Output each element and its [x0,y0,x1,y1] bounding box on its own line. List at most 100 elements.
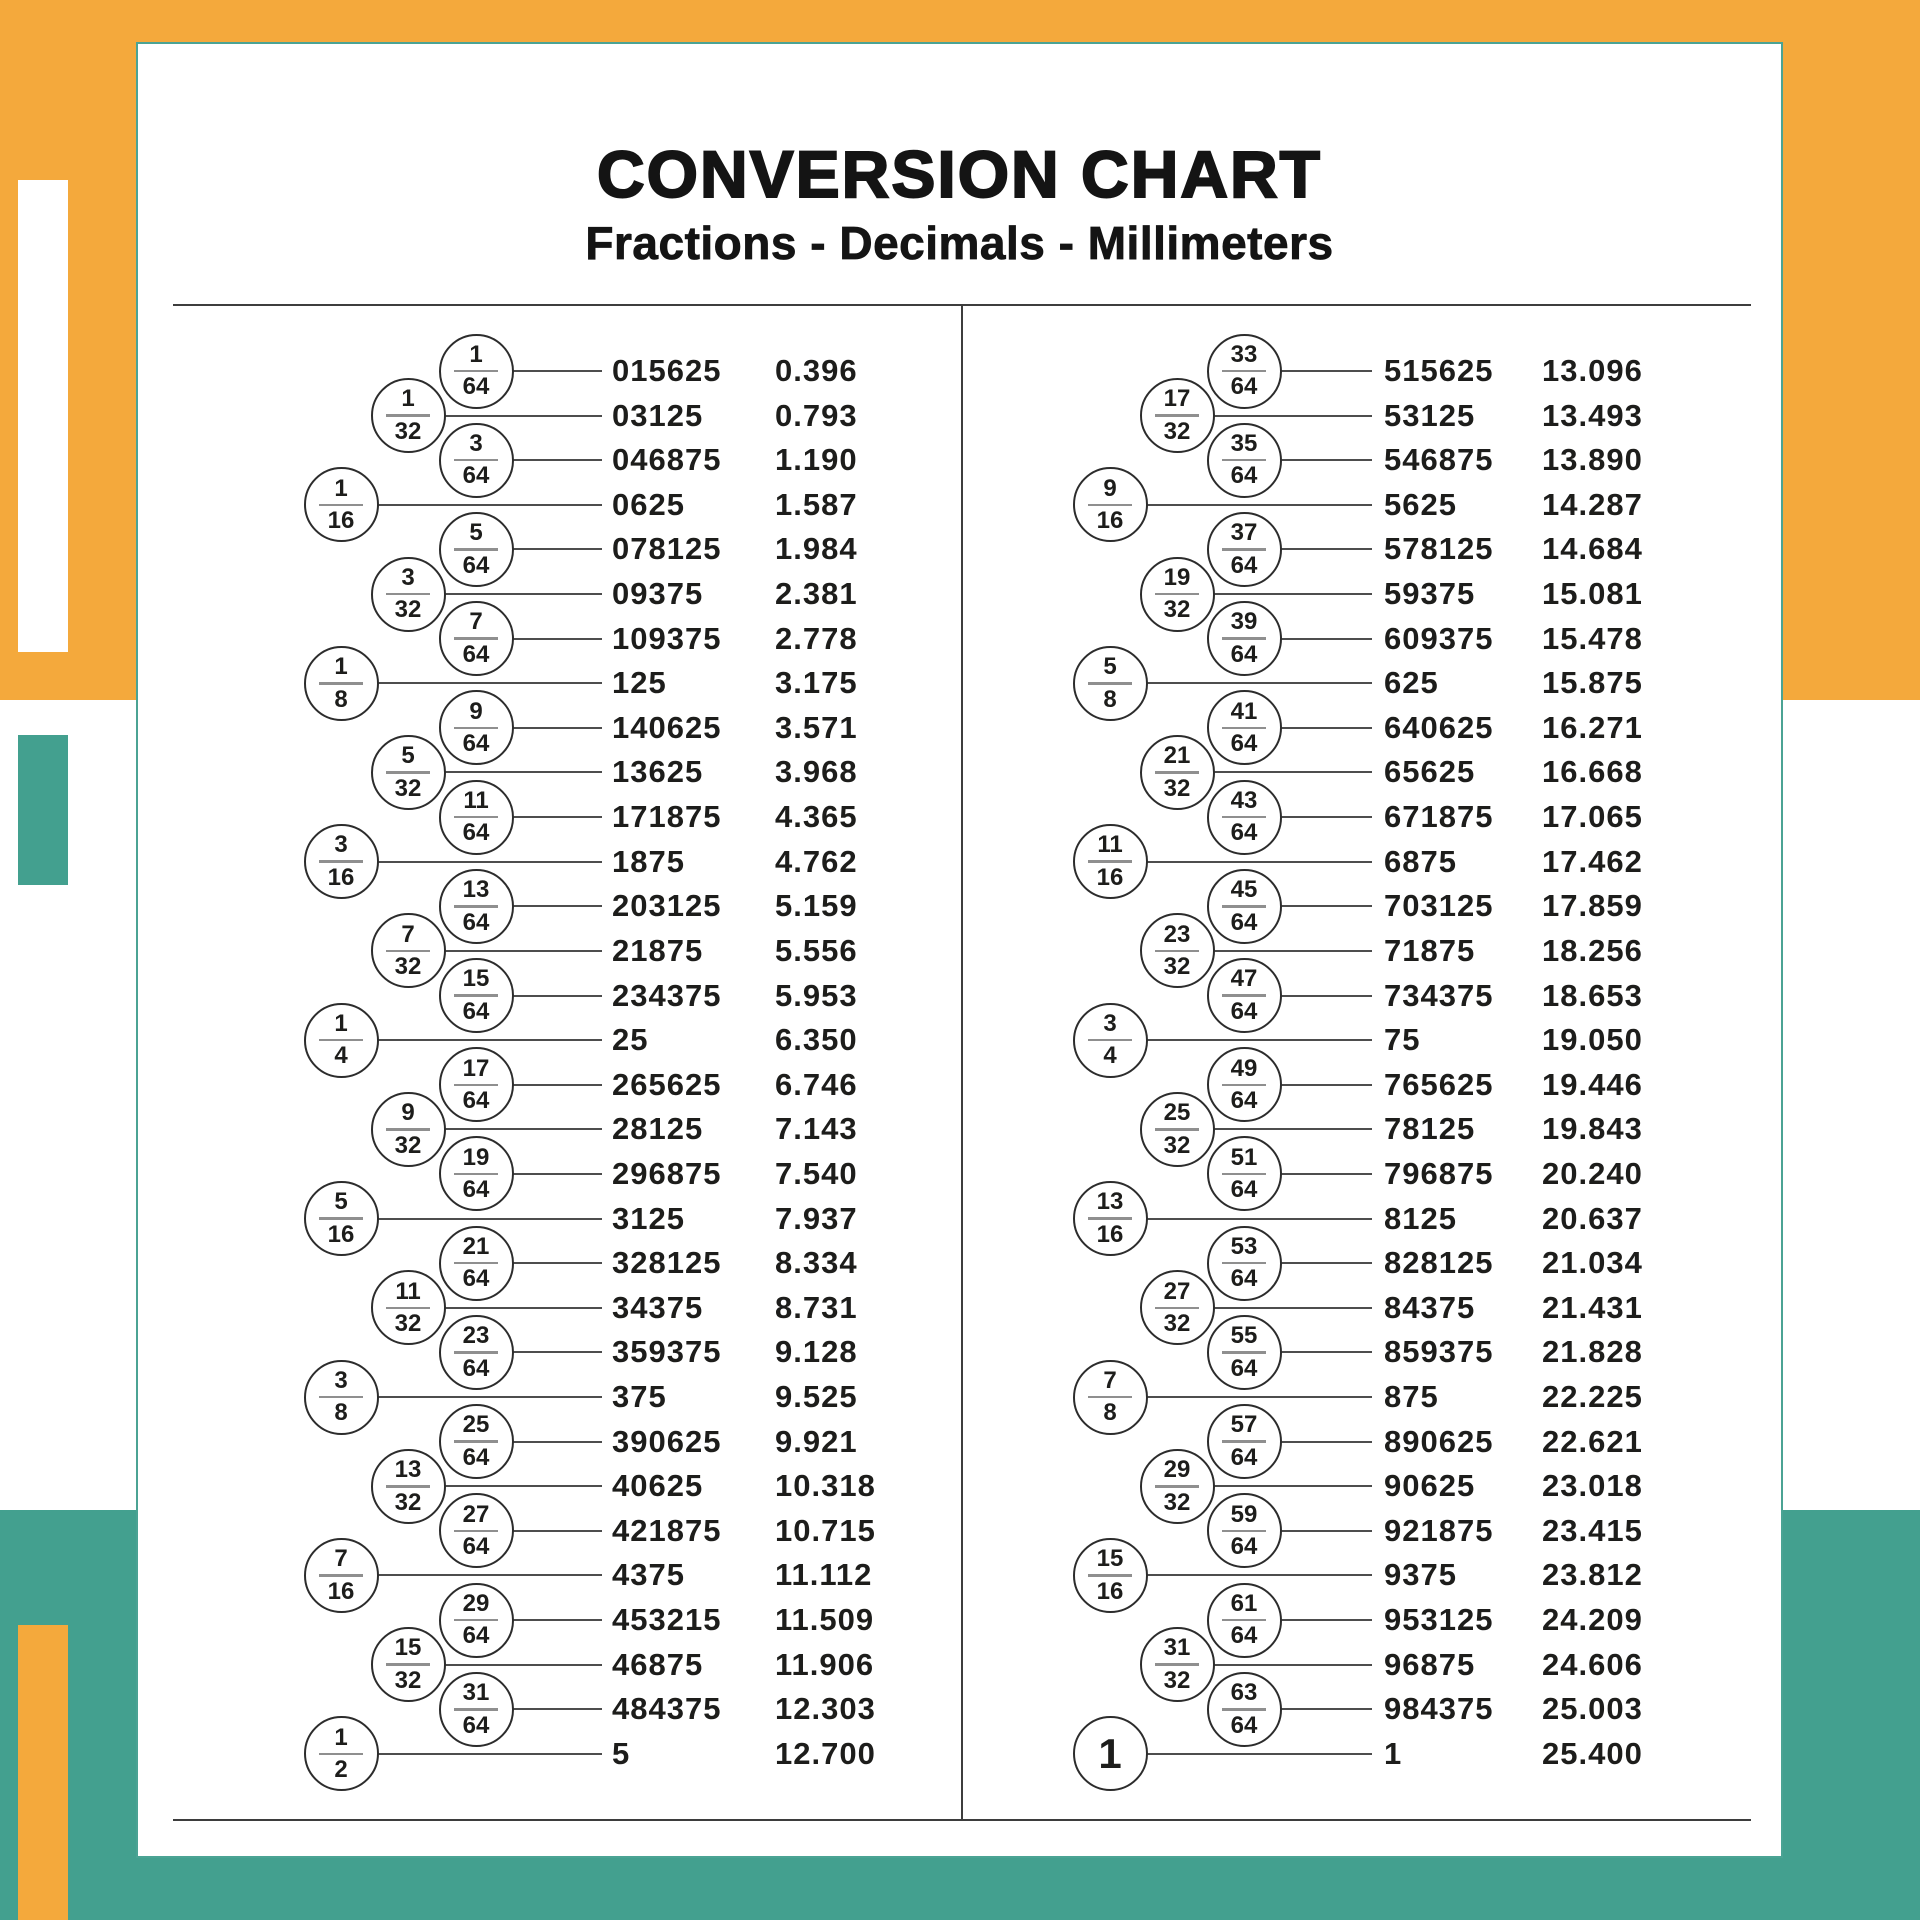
decimal-value: 953125 [1384,1602,1494,1638]
fraction-bar [454,994,498,997]
fraction-bar [1222,637,1266,640]
connector-line [1244,1708,1372,1711]
fraction-denominator: 32 [1163,774,1191,802]
fraction-numerator: 33 [1230,340,1258,368]
fraction-denominator: 64 [1230,1354,1258,1382]
mm-value: 1.190 [775,442,858,478]
fraction-bar [319,682,363,685]
connector-line [408,949,602,952]
fraction-circle: 29 32 [1139,1448,1215,1524]
fraction-circle: 43 64 [1206,779,1282,855]
decimal-value: 9375 [1384,1557,1457,1593]
fraction-bar [1155,592,1199,596]
decimal-value: 015625 [612,353,722,388]
connector-line [1244,1619,1372,1622]
fraction-denominator: 32 [394,1131,422,1159]
mm-value: 5.953 [775,977,858,1013]
connector-line [1244,637,1372,640]
fraction-denominator: 32 [1163,953,1191,981]
fraction-numerator: 11 [395,1277,421,1305]
decimal-value: 59375 [1384,576,1476,612]
fraction-numerator: 15 [462,965,490,993]
decor-orange-bar [18,1625,68,1920]
fraction-denominator: 64 [1230,819,1258,847]
connector-line [1110,1217,1372,1220]
fraction-circle: 19 64 [438,1136,514,1212]
decimal-value: 3125 [612,1200,685,1236]
fraction-denominator: 32 [394,596,422,624]
mm-value: 11.509 [775,1602,875,1638]
fraction-circle: 7 32 [370,913,446,989]
fraction-circle: 21 64 [438,1225,514,1301]
fraction-denominator: 64 [462,551,490,579]
fraction-denominator: 16 [327,1220,355,1248]
fraction-circle: 17 64 [438,1047,514,1123]
fraction-denominator: 64 [462,730,490,758]
fraction-circle: 27 32 [1139,1270,1215,1346]
fraction-numerator: 9 [469,697,483,725]
decimal-value: 13625 [612,754,704,790]
bottom-rule [173,1819,1751,1821]
fraction-bar [1088,1395,1132,1399]
decimal-value: 734375 [1384,977,1494,1013]
decimal-value: 921875 [1384,1512,1494,1548]
fraction-circle: 3 64 [438,422,514,498]
mm-value: 20.637 [1542,1200,1643,1236]
fraction-bar [454,548,498,551]
fraction-numerator: 7 [401,920,415,948]
fraction-denominator: 64 [1230,1176,1258,1204]
fraction-numerator: 7 [469,608,483,636]
fraction-denominator: 32 [394,774,422,802]
fraction-circle: 13 16 [1072,1181,1148,1257]
fraction-circle: 11 32 [370,1270,446,1346]
fraction-bar [386,949,430,953]
decimal-value: 203125 [612,888,722,924]
fraction-circle: 5 64 [438,511,514,587]
connector-line [341,1217,602,1220]
decimal-value: 703125 [1384,888,1494,924]
decimal-value: 84375 [1384,1289,1476,1325]
fraction-numerator: 13 [1096,1188,1124,1216]
fraction-bar [454,815,498,819]
fraction-numerator: 35 [1230,429,1258,457]
connector-line [1244,1529,1372,1532]
decimal-value: 28125 [612,1111,704,1147]
decimal-value: 46875 [612,1646,704,1682]
mm-value: 17.065 [1542,799,1643,835]
fraction-circle: 1 16 [303,467,379,543]
fraction-numerator: 17 [462,1054,490,1082]
mm-value: 11.112 [775,1557,873,1593]
decimal-value: 1875 [612,843,685,879]
fraction-bar [1222,905,1266,908]
fraction-numerator: 53 [1230,1232,1258,1260]
mm-value: 9.525 [775,1379,858,1415]
fraction-denominator: 32 [394,1310,422,1338]
fraction-circle: 63 64 [1206,1671,1282,1747]
connector-line [408,414,602,417]
mm-value: 8.731 [775,1289,858,1325]
fraction-numerator: 39 [1230,608,1258,636]
fraction-numerator: 15 [394,1634,422,1662]
fraction-circle: 55 64 [1206,1314,1282,1390]
decimal-value: 984375 [1384,1691,1494,1727]
fraction-denominator: 64 [1230,1622,1258,1650]
fraction-circle: 27 64 [438,1493,514,1569]
fraction-circle: 1 32 [370,378,446,454]
fraction-circle: 13 32 [370,1448,446,1524]
decimal-value: 609375 [1384,620,1494,656]
fraction-numerator: 41 [1230,697,1258,725]
fraction-numerator: 31 [462,1679,490,1707]
connector-line [408,1663,602,1666]
fraction-numerator: 1 [334,474,348,502]
decimal-value: 484375 [612,1691,722,1727]
fraction-bar [319,503,363,507]
fraction-denominator: 64 [1230,640,1258,668]
mm-value: 25.003 [1542,1691,1643,1727]
mm-value: 11.906 [775,1646,875,1682]
mm-value: 4.762 [775,843,858,879]
fraction-denominator: 16 [327,1577,355,1605]
connector-line [1110,503,1372,506]
decimal-value: 796875 [1384,1155,1494,1191]
decimal-value: 03125 [612,397,704,433]
fraction-numerator: 5 [334,1188,348,1216]
